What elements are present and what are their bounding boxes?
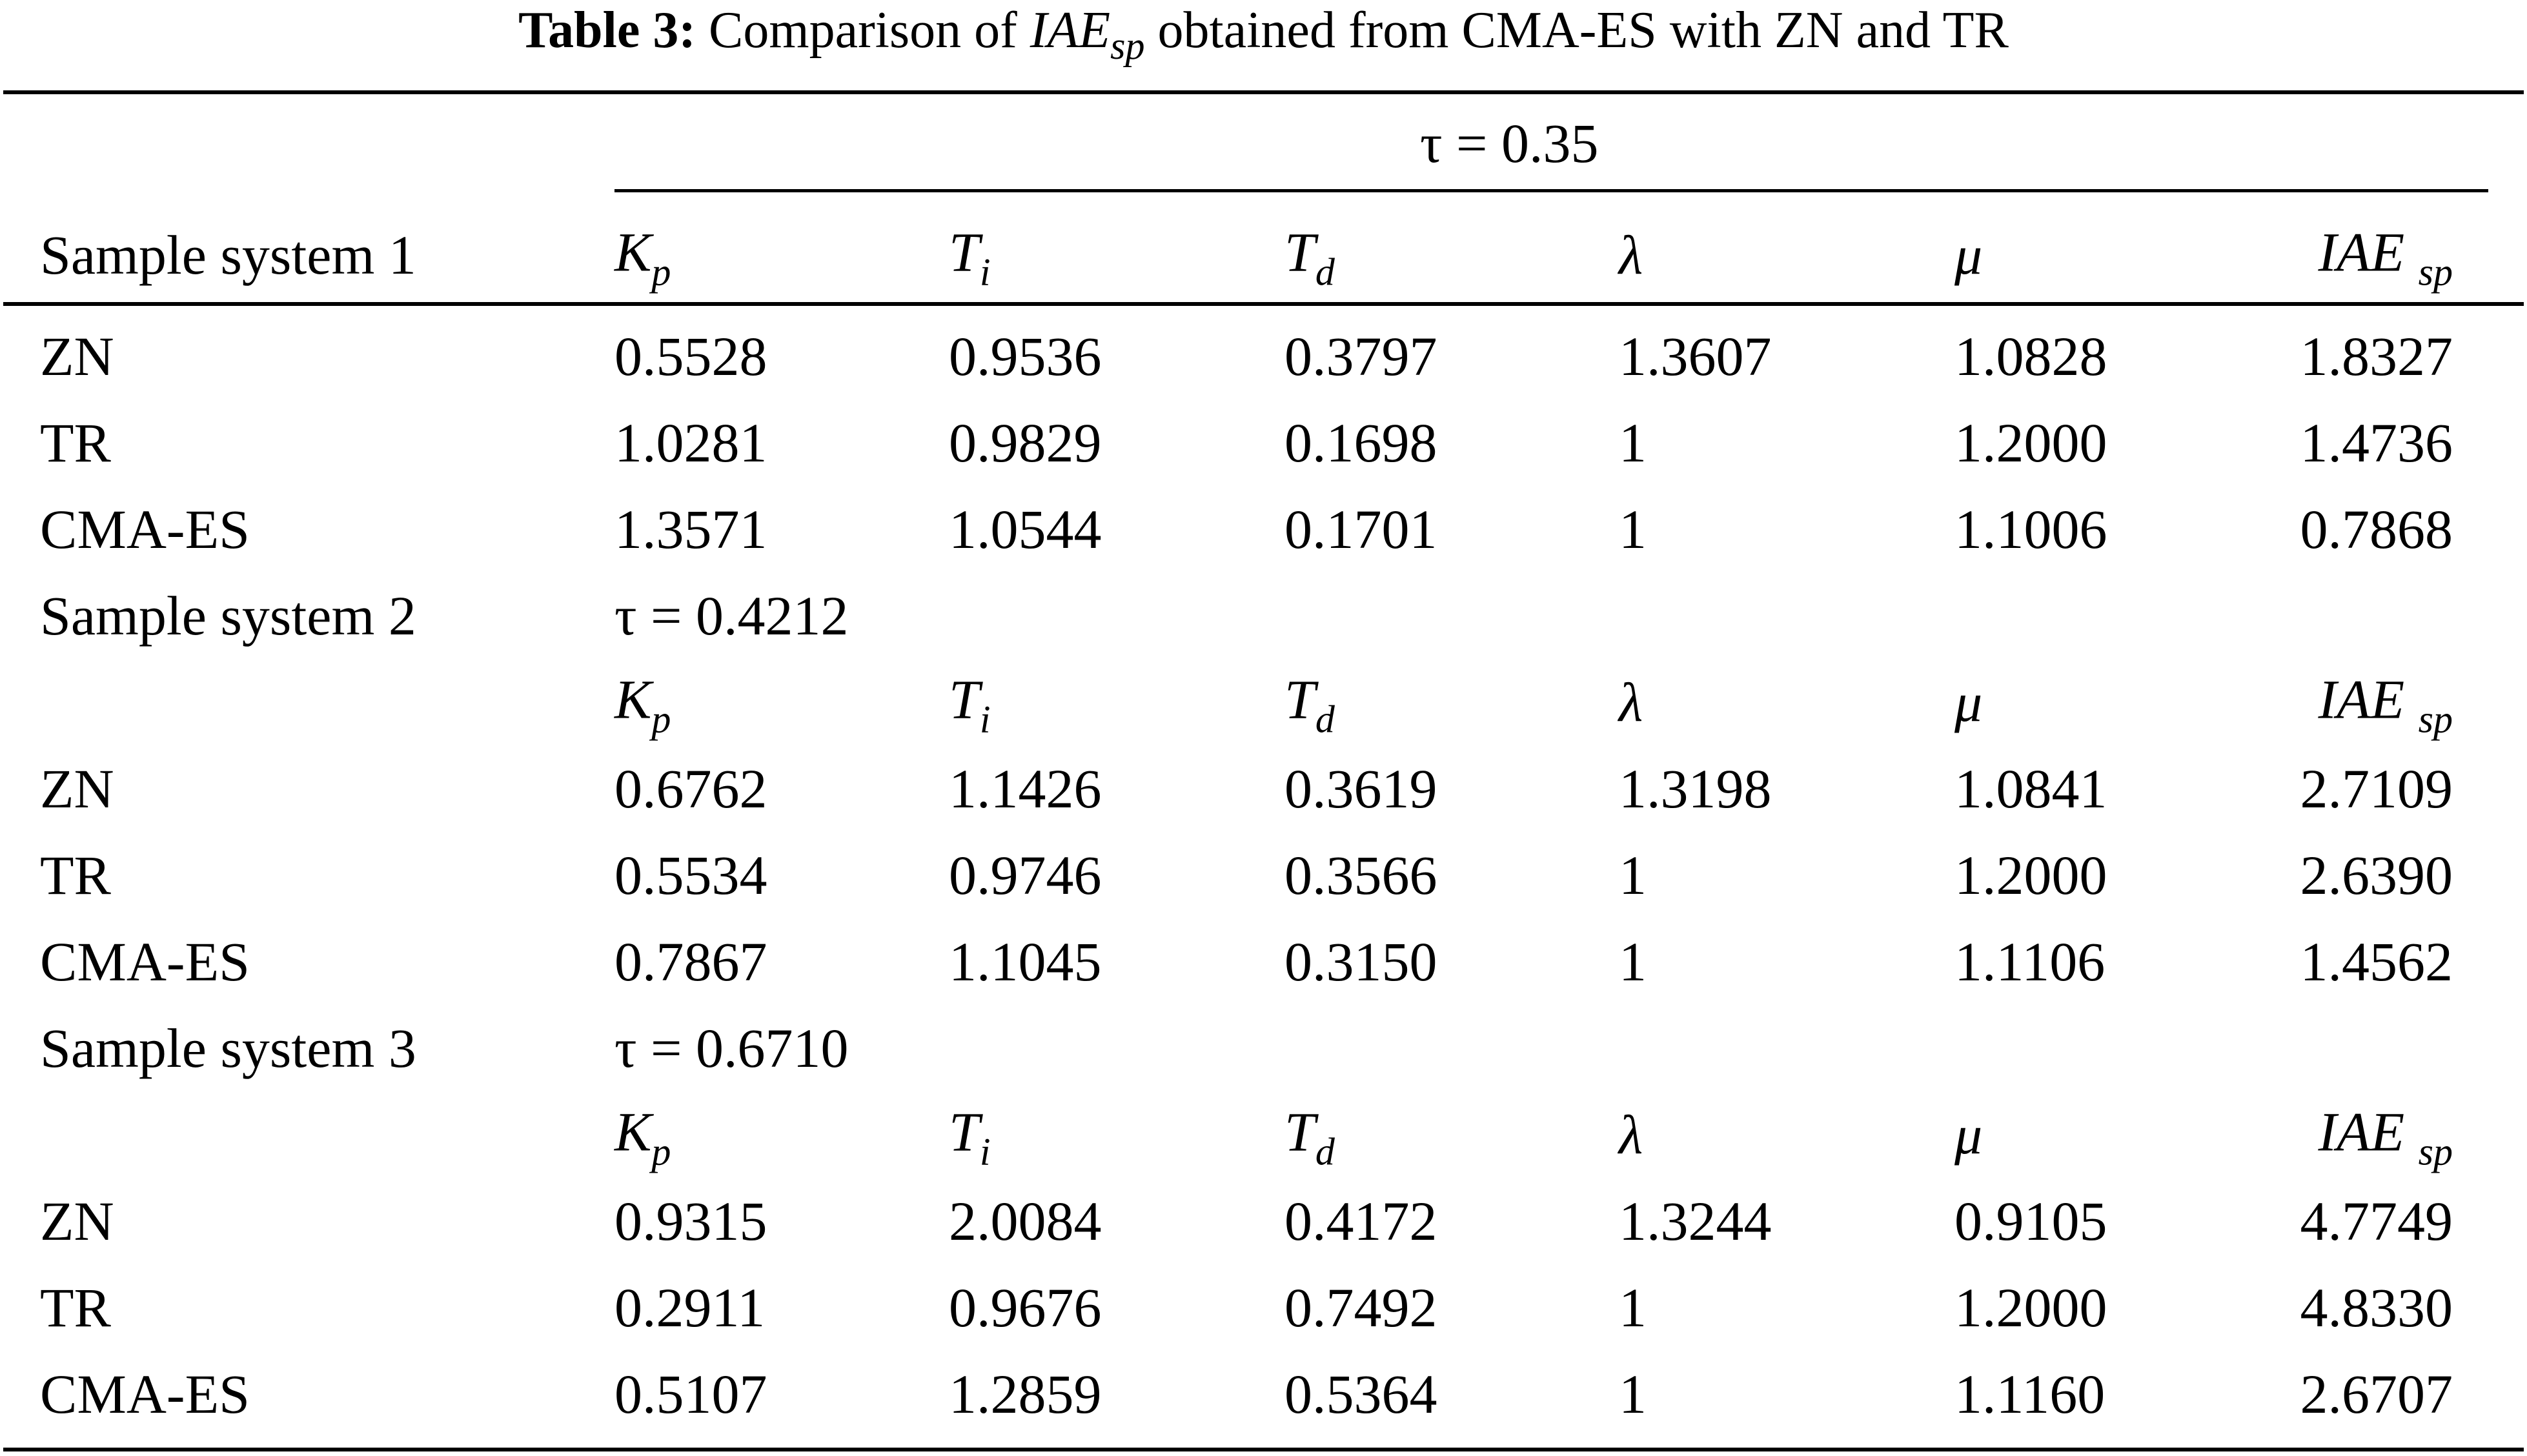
table-cell: 0.7867 bbox=[614, 931, 767, 993]
table-cell: 1.3198 bbox=[1619, 758, 1772, 820]
table-cell: 0.2911 bbox=[614, 1277, 766, 1339]
table-cell: 4.7749 bbox=[2300, 1190, 2453, 1252]
table-cell: 1.8327 bbox=[2300, 325, 2453, 387]
table-cell: 0.9536 bbox=[949, 325, 1102, 387]
table-cell: 0.9746 bbox=[949, 844, 1102, 906]
system-col-header: IAE sp bbox=[2318, 668, 2453, 741]
table-cell: 2.7109 bbox=[2300, 758, 2453, 820]
caption-text-after: obtained from CMA-ES with ZN and TR bbox=[1157, 2, 2009, 59]
table-cell: 0.3797 bbox=[1284, 325, 1437, 387]
header-row-label: Sample system 1 bbox=[40, 224, 416, 286]
row-method-label: TR bbox=[40, 412, 111, 474]
system-col-header: λ bbox=[1619, 671, 1643, 733]
table-cell: 0.5364 bbox=[1284, 1363, 1437, 1425]
row-method-label: TR bbox=[40, 844, 111, 906]
system-col-header: λ bbox=[1619, 1104, 1643, 1166]
table-cell: 1.4736 bbox=[2300, 412, 2453, 474]
table-cell: 1.0544 bbox=[949, 498, 1102, 560]
system-col-header: Ti bbox=[949, 1100, 991, 1173]
table-cell: 1.1160 bbox=[1954, 1363, 2106, 1425]
table-cell: 1.3607 bbox=[1619, 325, 1772, 387]
system-label: Sample system 3 bbox=[40, 1017, 416, 1079]
table-cell: 1 bbox=[1619, 931, 1647, 993]
system-tau: τ = 0.6710 bbox=[614, 1017, 849, 1079]
table-cell: 1.2859 bbox=[949, 1363, 1102, 1425]
system-col-header: IAE sp bbox=[2318, 1100, 2453, 1173]
table-cell: 0.7492 bbox=[1284, 1277, 1437, 1339]
table-cell: 0.3150 bbox=[1284, 931, 1437, 993]
caption-metric: IAEsp bbox=[1030, 2, 1145, 67]
table-cell: 4.8330 bbox=[2300, 1277, 2453, 1339]
table-cell: 1 bbox=[1619, 498, 1647, 560]
table-cell: 1.2000 bbox=[1954, 412, 2107, 474]
table-cell: 0.9315 bbox=[614, 1190, 767, 1252]
system-col-header: μ bbox=[1954, 1104, 1983, 1166]
table-cell: 1.0841 bbox=[1954, 758, 2107, 820]
header-col-header: Kp bbox=[614, 221, 671, 294]
table-cell: 1.1006 bbox=[1954, 498, 2107, 560]
table-cell: 0.6762 bbox=[614, 758, 767, 820]
system-label: Sample system 2 bbox=[40, 585, 416, 647]
table-cell: 0.4172 bbox=[1284, 1190, 1437, 1252]
table-cell: 0.5107 bbox=[614, 1363, 767, 1425]
tau-rule bbox=[614, 189, 2488, 192]
table-cell: 0.3566 bbox=[1284, 844, 1437, 906]
table-cell: 1.1045 bbox=[949, 931, 1102, 993]
table-cell: 0.9829 bbox=[949, 412, 1102, 474]
tau-header: τ = 0.35 bbox=[1420, 112, 1599, 174]
row-method-label: CMA-ES bbox=[40, 498, 250, 560]
table-cell: 1 bbox=[1619, 412, 1647, 474]
system-col-header: Ti bbox=[949, 668, 991, 741]
table-cell: 1 bbox=[1619, 844, 1647, 906]
table-cell: 0.1701 bbox=[1284, 498, 1437, 560]
row-method-label: ZN bbox=[40, 325, 114, 387]
table-cell: 1.1106 bbox=[1954, 931, 2106, 993]
table-cell: 0.5534 bbox=[614, 844, 767, 906]
header-col-header: λ bbox=[1619, 224, 1643, 286]
caption-label: Table 3: bbox=[518, 2, 696, 59]
table-cell: 1.2000 bbox=[1954, 1277, 2107, 1339]
header-col-header: Td bbox=[1284, 221, 1335, 294]
table-cell: 2.6707 bbox=[2300, 1363, 2453, 1425]
table-cell: 1.0281 bbox=[614, 412, 767, 474]
table-cell: 1.0828 bbox=[1954, 325, 2107, 387]
table-caption: Table 3: Comparison of IAEsp obtained fr… bbox=[0, 0, 2527, 71]
system-col-header: μ bbox=[1954, 671, 1983, 733]
header-col-header: IAE sp bbox=[2318, 221, 2453, 294]
table-cell: 1 bbox=[1619, 1277, 1647, 1339]
row-method-label: ZN bbox=[40, 1190, 114, 1252]
table-cell: 0.7868 bbox=[2300, 498, 2453, 560]
table-cell: 2.6390 bbox=[2300, 844, 2453, 906]
row-method-label: CMA-ES bbox=[40, 1363, 250, 1425]
table-cell: 1.2000 bbox=[1954, 844, 2107, 906]
table-cell: 0.3619 bbox=[1284, 758, 1437, 820]
top-rule bbox=[3, 90, 2524, 94]
system-col-header: Td bbox=[1284, 1100, 1335, 1173]
bottom-rule bbox=[3, 1448, 2524, 1451]
row-method-label: ZN bbox=[40, 758, 114, 820]
table-cell: 1.4562 bbox=[2300, 931, 2453, 993]
header-col-header: Ti bbox=[949, 221, 991, 294]
table-cell: 1.1426 bbox=[949, 758, 1102, 820]
table-cell: 2.0084 bbox=[949, 1190, 1102, 1252]
header-col-header: μ bbox=[1954, 224, 1983, 286]
table-cell: 0.5528 bbox=[614, 325, 767, 387]
system-tau: τ = 0.4212 bbox=[614, 585, 849, 647]
table-cell: 1.3571 bbox=[614, 498, 767, 560]
header-rule bbox=[3, 302, 2524, 306]
system-col-header: Kp bbox=[614, 1100, 671, 1173]
caption-text-before: Comparison of bbox=[709, 2, 1017, 59]
system-col-header: Td bbox=[1284, 668, 1335, 741]
table-cell: 0.9105 bbox=[1954, 1190, 2107, 1252]
table-cell: 1 bbox=[1619, 1363, 1647, 1425]
table-cell: 0.1698 bbox=[1284, 412, 1437, 474]
row-method-label: TR bbox=[40, 1277, 111, 1339]
table-cell: 0.9676 bbox=[949, 1277, 1102, 1339]
table-cell: 1.3244 bbox=[1619, 1190, 1772, 1252]
row-method-label: CMA-ES bbox=[40, 931, 250, 993]
system-col-header: Kp bbox=[614, 668, 671, 741]
